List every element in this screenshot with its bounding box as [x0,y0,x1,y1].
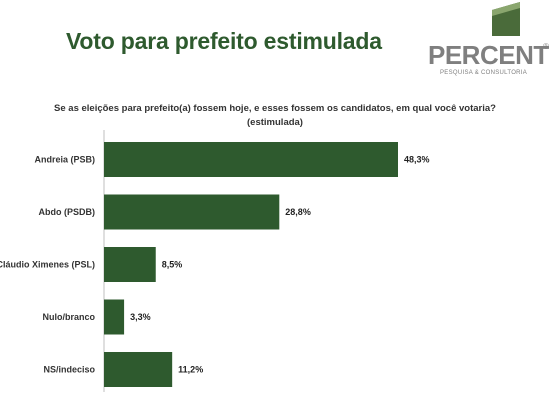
category-label: Nulo/branco [42,312,95,322]
bar-chart: Andreia (PSB) 48,3% Abdo (PSDB) 28,8% Cláudi… [0,130,430,392]
chart-question: Se as eleições para prefeito(a) fossem h… [40,102,510,130]
data-label: 48,3% [404,155,430,165]
percent-logo-icon [492,2,520,36]
data-label: 3,3% [130,312,151,322]
chart-subtitle: (estimulada) [247,117,303,128]
page-title: Voto para prefeito estimulada [66,28,382,54]
category-label: Andreia (PSB) [34,155,95,165]
category-label: Abdo (PSDB) [39,207,96,217]
bar [104,142,398,177]
category-label: Cláudio Ximenes (PSL) [0,260,95,270]
category-label: NS/indeciso [43,365,95,375]
data-label: 28,8% [285,207,311,217]
data-label: 8,5% [162,260,183,270]
logo-registered-mark: ® [543,42,549,51]
bar [104,352,173,387]
bar [104,194,280,230]
bar [104,247,156,282]
chart-title: Se as eleições para prefeito(a) fossem h… [54,103,496,114]
bar [104,299,125,335]
data-label: 11,2% [178,365,203,375]
logo-text: PERCENT [428,40,549,70]
logo-tagline: PESQUISA & CONSULTORIA [440,70,528,76]
